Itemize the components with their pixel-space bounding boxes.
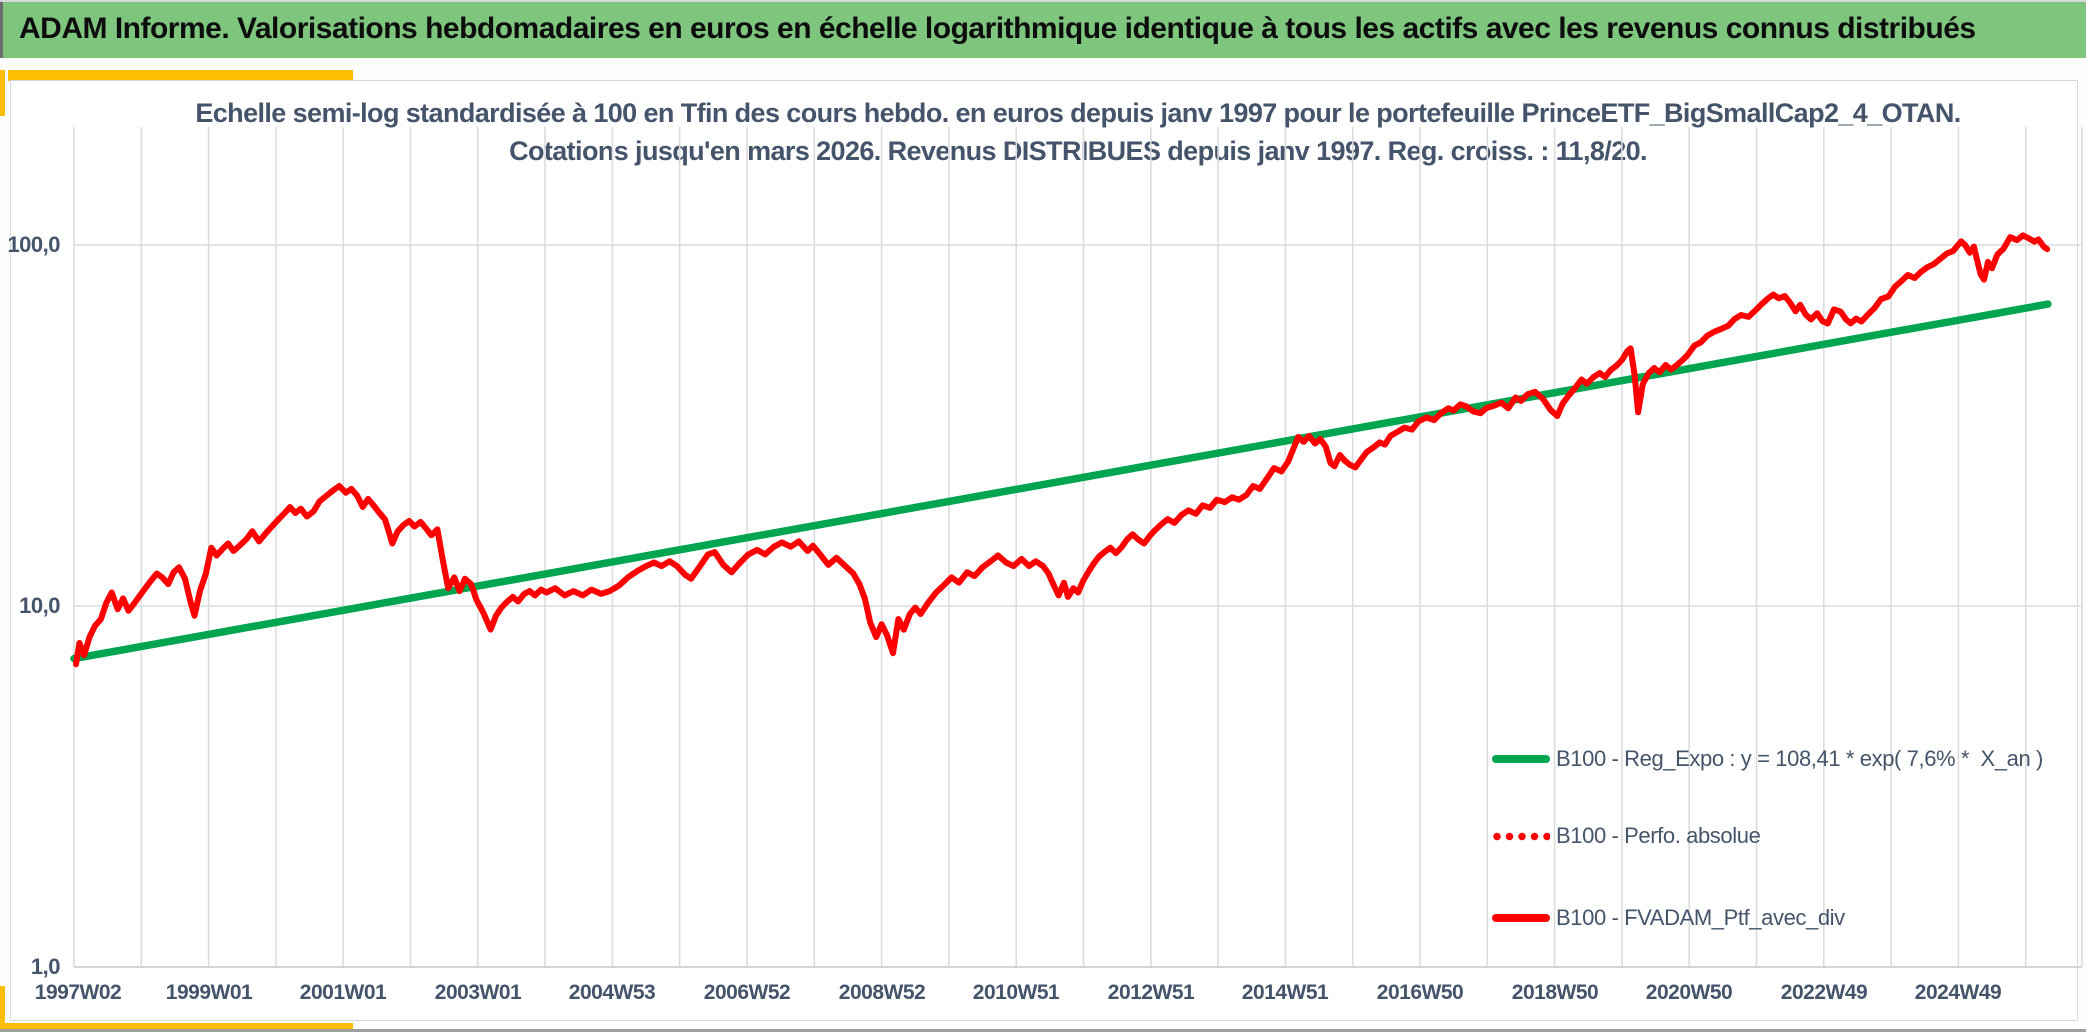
chart-title-line2: Cotations jusqu'en mars 2026. Revenus DI… — [509, 136, 1647, 166]
x-axis-tick-2001W01: 2001W01 — [299, 981, 387, 1004]
x-axis-tick-2014W51: 2014W51 — [1241, 981, 1329, 1004]
chart-title-line1: Echelle semi-log standardisée à 100 en T… — [195, 98, 1961, 128]
x-axis-tick-2004W53: 2004W53 — [568, 981, 656, 1004]
x-axis-tick-2012W51: 2012W51 — [1107, 981, 1195, 1004]
y-axis-tick-1: 1,0 — [30, 954, 61, 979]
legend-item-reg-expo: B100 - Reg_Expo : y = 108,41 * exp( 7,6%… — [1492, 746, 2043, 772]
accent-bar-bottom-left — [0, 1023, 353, 1029]
green-line-marker-icon — [1492, 755, 1550, 763]
legend-label-fvadam: B100 - FVADAM_Ptf_avec_div — [1556, 905, 1845, 930]
x-axis-tick-2020W50: 2020W50 — [1645, 981, 1733, 1004]
x-axis-tick-2024W49: 2024W49 — [1914, 981, 2002, 1004]
x-axis-tick-2018W50: 2018W50 — [1511, 981, 1599, 1004]
x-axis-tick-2010W51: 2010W51 — [972, 981, 1060, 1004]
report-header-title: ADAM Informe. Valorisations hebdomadaire… — [19, 12, 1976, 45]
y-axis-tick-10: 10,0 — [19, 593, 60, 618]
report-header-bar: ADAM Informe. Valorisations hebdomadaire… — [0, 2, 2086, 58]
accent-strip-left-top — [0, 70, 5, 116]
chart-legend: B100 - Reg_Expo : y = 108,41 * exp( 7,6%… — [1492, 746, 2043, 931]
accent-strip-left-bottom — [0, 986, 5, 1029]
x-axis-tick-1997W02: 1997W02 — [34, 981, 122, 1004]
x-axis-tick-2003W01: 2003W01 — [434, 981, 522, 1004]
x-axis-tick-2022W49: 2022W49 — [1780, 981, 1868, 1004]
accent-bar-top-left — [8, 70, 353, 81]
x-axis-tick-2008W52: 2008W52 — [838, 981, 926, 1004]
legend-item-fvadam: B100 - FVADAM_Ptf_avec_div — [1492, 905, 2043, 931]
legend-label-reg-expo: B100 - Reg_Expo : y = 108,41 * exp( 7,6%… — [1556, 746, 2043, 771]
x-axis-tick-2006W52: 2006W52 — [703, 981, 791, 1004]
red-line-marker-icon — [1492, 914, 1550, 922]
legend-item-perfo-absolue: B100 - Perfo. absolue — [1492, 823, 2043, 849]
legend-label-perfo-absolue: B100 - Perfo. absolue — [1556, 823, 1761, 848]
x-axis-tick-1999W01: 1999W01 — [165, 981, 253, 1004]
red-dotted-marker-icon — [1492, 831, 1550, 841]
y-axis-tick-100: 100,0 — [7, 232, 60, 257]
x-axis-tick-2016W50: 2016W50 — [1376, 981, 1464, 1004]
